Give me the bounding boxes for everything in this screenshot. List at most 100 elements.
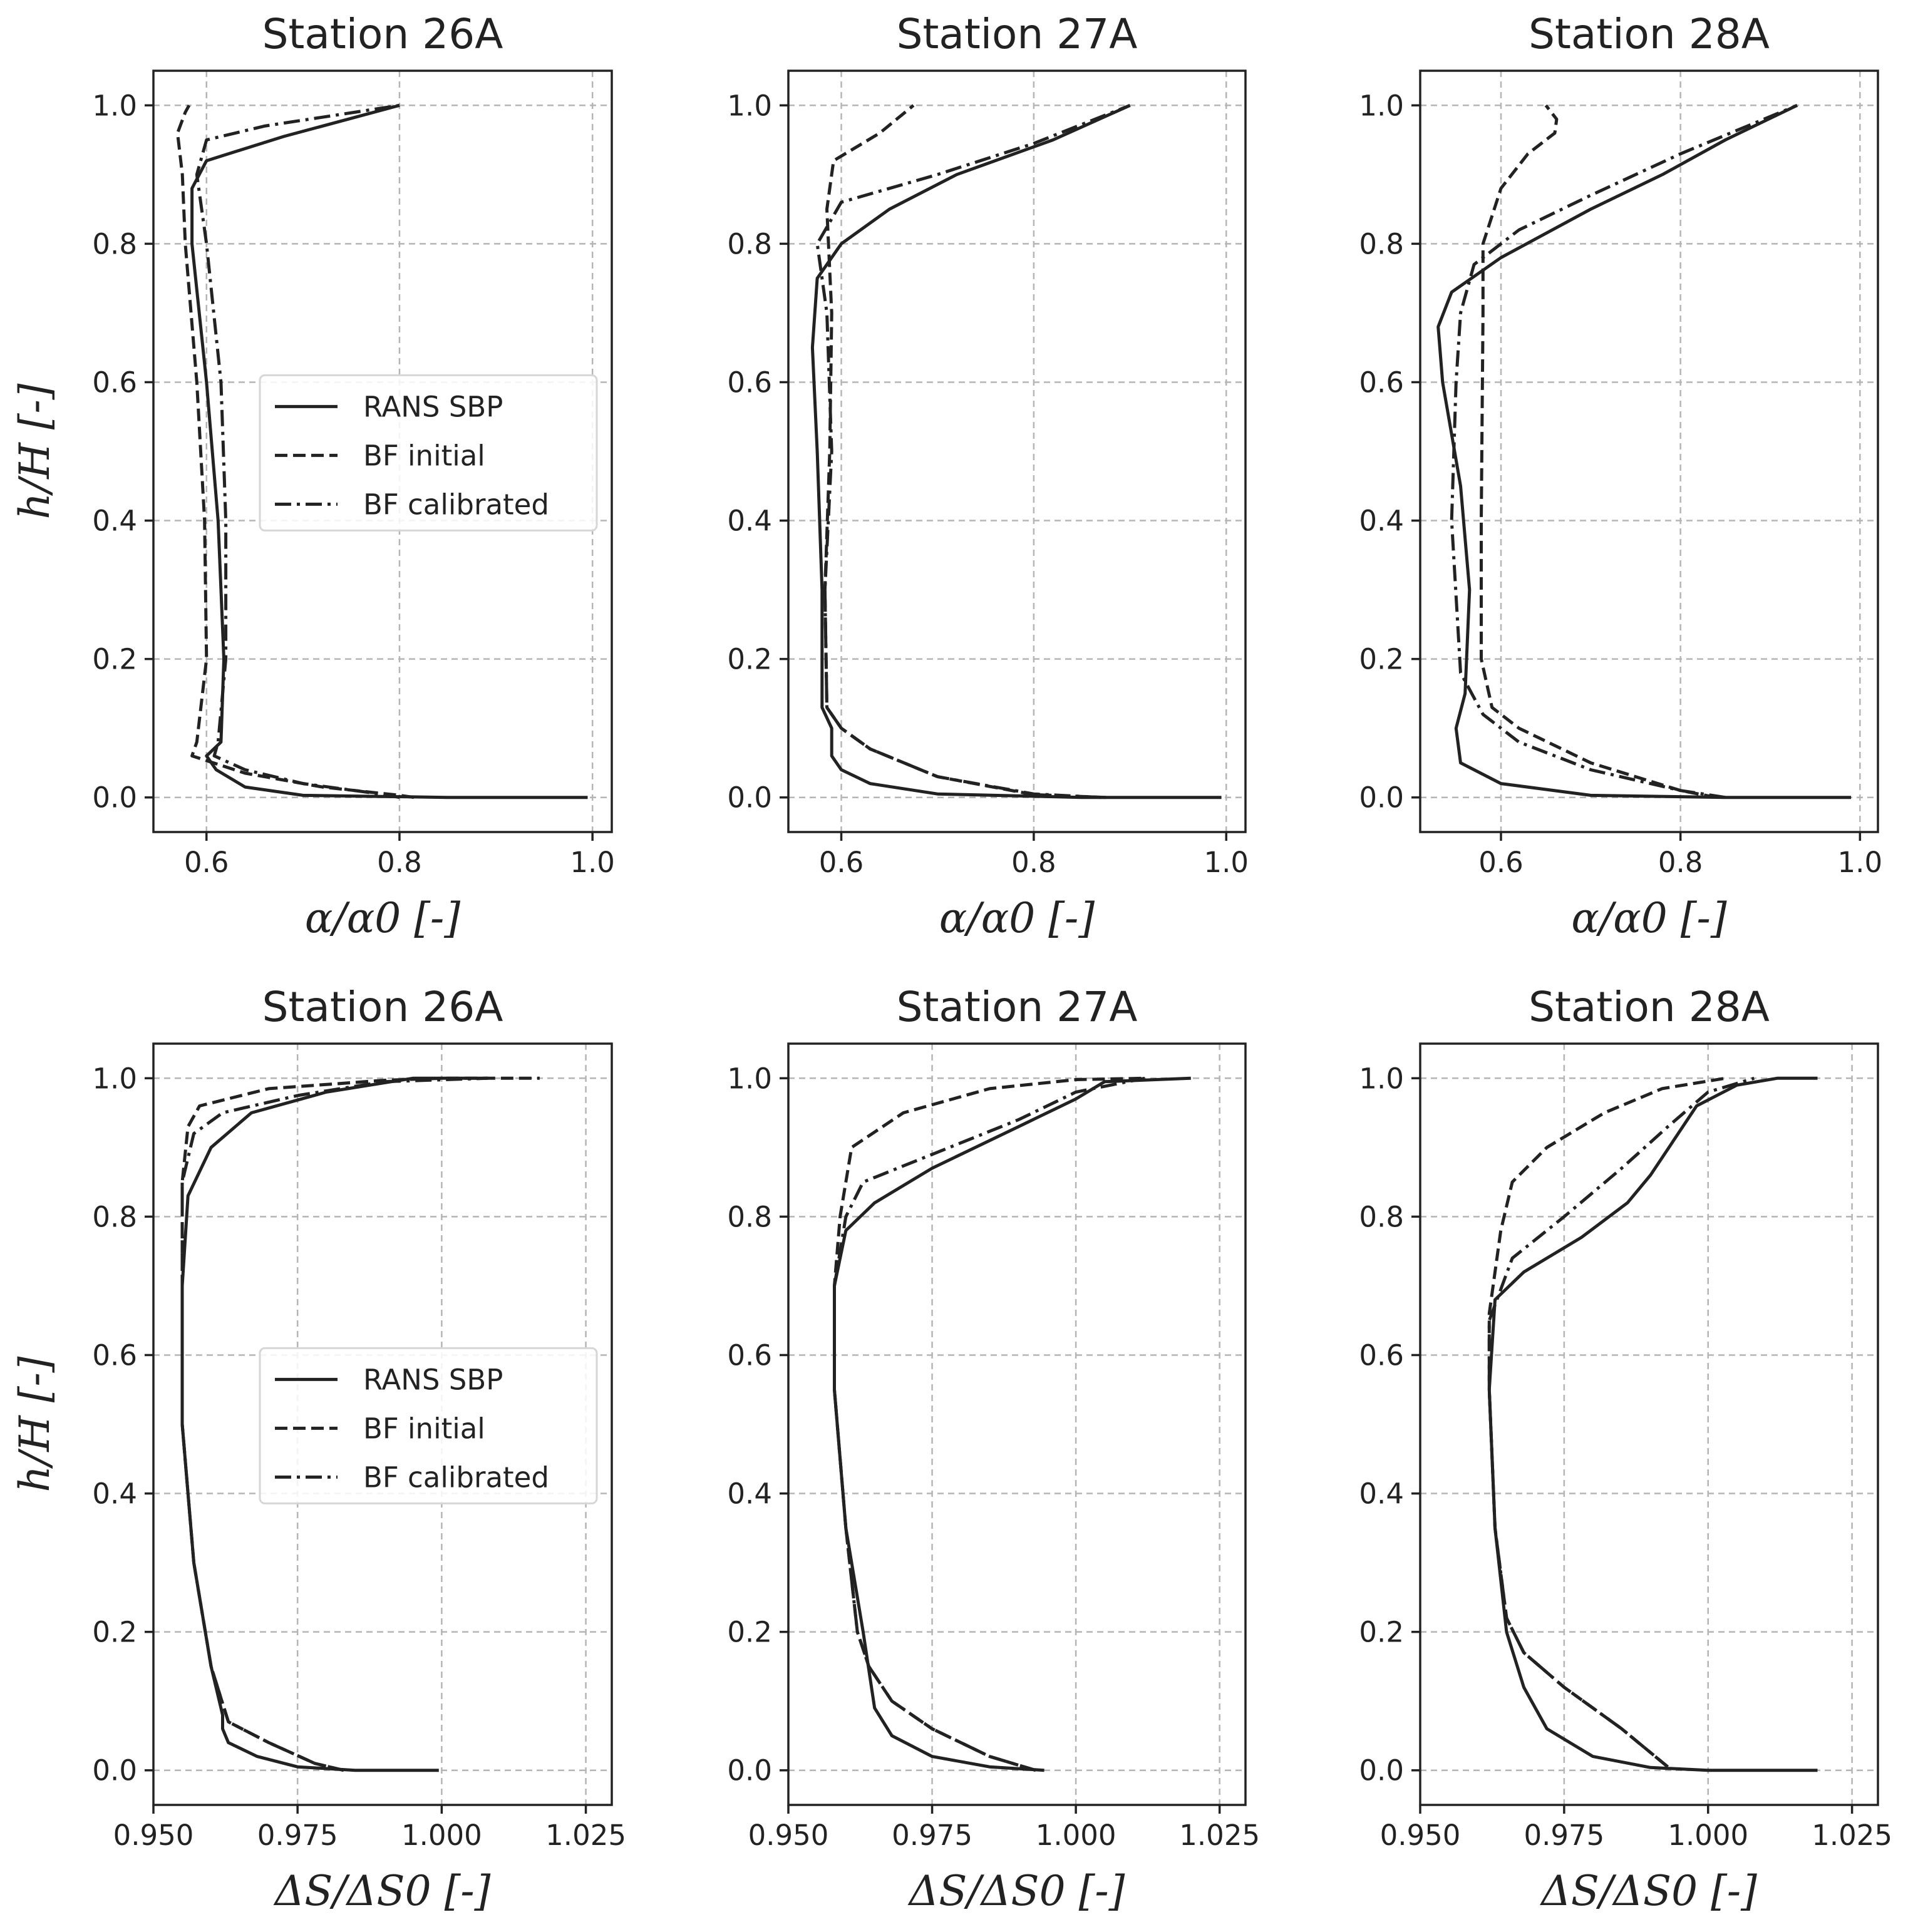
x-tick-label: 0.6 [184,846,229,879]
legend-frame [259,374,598,532]
y-tick-label: 0.2 [1359,1616,1404,1649]
x-axis-label: α/α0 [-] [305,894,460,942]
x-tick-label: 1.025 [1179,1819,1260,1852]
y-tick-label: 0.4 [727,505,772,538]
series-line-bf-calibrated [180,1076,488,1772]
y-tick-label: 0.8 [92,1200,137,1233]
series-line-bf-calibrated [195,103,400,799]
y-tick-label: 0.6 [92,1339,137,1372]
series-line-bf-calibrated [1450,103,1798,799]
series-line-bf-initial [823,104,1106,799]
series-line-rans-sbp [190,103,588,799]
chart-title: Station 26A [262,10,503,58]
y-tick-label: 0.8 [727,1200,772,1233]
y-tick-label: 0.8 [1359,227,1404,260]
legend-label: BF calibrated [363,488,549,521]
y-tick-label: 0.2 [727,643,772,676]
x-tick-label: 1.0 [570,846,615,879]
y-tick-label: 0.6 [1359,1339,1404,1372]
y-tick-label: 0.4 [727,1477,772,1511]
chart-title: Station 28A [1529,10,1770,58]
x-axis-label: α/α0 [-] [1571,894,1726,942]
x-tick-label: 1.0 [1838,846,1883,879]
x-tick-label: 1.0 [1204,846,1249,879]
y-tick-label: 0.8 [727,227,772,260]
y-tick-label: 0.6 [727,1339,772,1372]
x-tick-label: 1.000 [401,1819,482,1852]
y-tick-label: 0.6 [727,366,772,399]
series-line-bf-initial [1487,1076,1726,1769]
axes-frame [1419,69,1879,833]
series-line-bf-initial [833,1076,1145,1772]
legend: RANS SBP BF initial BF calibrated [259,1347,598,1504]
y-tick-label: 0.2 [727,1616,772,1649]
x-tick-label: 0.8 [1011,846,1056,879]
y-tick-label: 0.0 [1359,1754,1404,1787]
y-tick-label: 0.8 [1359,1200,1404,1233]
x-axis-label: ΔS/ΔS0 [-] [273,1867,491,1915]
legend-label: BF calibrated [363,1461,549,1494]
y-tick-label: 0.4 [1359,505,1404,538]
x-axis-label: ΔS/ΔS0 [-] [1539,1867,1757,1915]
series-line-bf-calibrated [1487,1076,1755,1769]
series-line-rans-sbp [1436,104,1851,799]
chart-panel-2: 0.6 0.8 1.0 0.0 0.2 0.4 0.6 0.8 1.0 Station 27A α/… [727,10,1249,942]
y-tick-label: 0.8 [92,227,137,260]
y-tick-label: 1.0 [1359,89,1404,122]
series-line-bf-initial [1480,104,1717,799]
y-tick-label: 0.0 [92,1754,137,1787]
y-tick-label: 0.0 [1359,781,1404,814]
legend-label: RANS SBP [363,1363,503,1396]
chart-title: Station 27A [897,10,1138,58]
chart-panel-3: 0.6 0.8 1.0 0.0 0.2 0.4 0.6 0.8 1.0 Station 28A α/… [1359,10,1882,942]
chart-panel-4: 0.950 0.975 1.000 1.025 0.0 0.2 0.4 0.6 0.8 1.0 St… [11,983,626,1915]
y-tick-label: 1.0 [1359,1062,1404,1095]
y-tick-label: 0.2 [1359,643,1404,676]
chart-title: Station 28A [1529,983,1770,1031]
y-tick-label: 0.0 [727,781,772,814]
x-tick-label: 0.6 [1478,846,1524,879]
chart-title: Station 27A [897,983,1138,1031]
y-tick-label: 1.0 [727,1062,772,1095]
legend-frame [259,1347,598,1504]
x-tick-label: 1.025 [545,1819,626,1852]
x-tick-label: 0.8 [1658,846,1703,879]
x-tick-label: 1.000 [1668,1819,1748,1852]
y-tick-label: 0.0 [92,781,137,814]
axes-frame [1419,1042,1879,1806]
series-line-rans-sbp [833,1076,1191,1772]
y-tick-label: 0.2 [92,643,137,676]
x-tick-label: 0.975 [1524,1819,1604,1852]
legend-label: RANS SBP [363,390,503,423]
x-tick-label: 0.975 [892,1819,972,1852]
x-tick-label: 0.6 [819,846,864,879]
y-tick-label: 0.6 [1359,366,1404,399]
axes-frame [152,1042,613,1806]
y-tick-label: 0.4 [92,505,137,538]
chart-panel-5: 0.950 0.975 1.000 1.025 0.0 0.2 0.4 0.6 0.8 1.0 St… [727,983,1260,1915]
x-tick-label: 1.025 [1812,1819,1892,1852]
series-line-rans-sbp [1487,1076,1818,1772]
chart-panel-1: 0.6 0.8 1.0 0.0 0.2 0.4 0.6 0.8 1.0 Station 26A α/… [11,10,615,942]
y-tick-label: 0.4 [1359,1477,1404,1511]
y-axis-label: h/H [-] [11,383,59,519]
x-tick-label: 1.000 [1036,1819,1116,1852]
x-axis-label: ΔS/ΔS0 [-] [907,1867,1125,1915]
axes-frame [787,1042,1247,1806]
series-line-bf-calibrated [815,103,1131,799]
chart-title: Station 26A [262,983,503,1031]
y-tick-label: 0.2 [92,1616,137,1649]
y-tick-label: 1.0 [92,89,137,122]
legend-label: BF initial [363,439,485,472]
series-line-rans-sbp [810,104,1222,799]
y-axis-label: h/H [-] [11,1356,59,1492]
y-tick-label: 1.0 [92,1062,137,1095]
axes-frame [787,69,1247,833]
legend-label: BF initial [363,1412,485,1445]
x-axis-label: α/α0 [-] [939,894,1095,942]
chart-panel-6: 0.950 0.975 1.000 1.025 0.0 0.2 0.4 0.6 0.8 1.0 St… [1359,983,1892,1915]
x-tick-label: 0.950 [748,1819,829,1852]
x-tick-label: 0.950 [113,1819,194,1852]
axes-frame [152,69,613,833]
